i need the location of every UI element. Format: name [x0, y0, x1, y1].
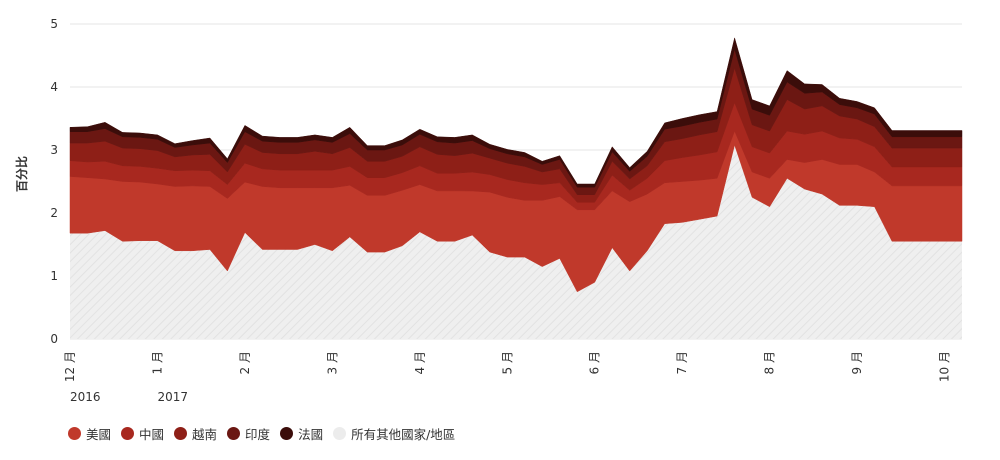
- legend-label: 越南: [192, 427, 218, 442]
- legend-swatch-icon: [227, 427, 241, 440]
- axis-layer: 0 1 2 3 4 5 12 月 2016 1 月 2017 2 月 3 月 4 月 5 月 6 月 7 月 8…: [50, 17, 951, 404]
- legend-swatch-icon: [174, 427, 188, 440]
- x-tick-label: 10 月: [938, 351, 952, 382]
- area-layer: [69, 36, 963, 339]
- y-tick-label: 2: [50, 206, 58, 220]
- legend-label: 所有其他國家/地區: [351, 427, 456, 442]
- legend-label: 中國: [139, 427, 165, 442]
- x-tick-label: 9 月: [850, 351, 864, 374]
- x-tick-label: 7 月: [675, 351, 689, 374]
- x-tick-label: 6 月: [588, 351, 602, 374]
- legend-swatch-icon: [333, 427, 347, 440]
- stacked-area-chart: 0 1 2 3 4 5 12 月 2016 1 月 2017 2 月 3 月 4 月 5 月 6 月 7 月 8…: [14, 17, 963, 404]
- legend-item[interactable]: 中國: [121, 424, 164, 443]
- y-tick-label: 1: [50, 269, 58, 283]
- y-tick-label: 3: [50, 143, 58, 157]
- legend-item[interactable]: 越南: [174, 424, 217, 443]
- y-tick-label: 5: [50, 17, 58, 31]
- x-year-label: 2016: [70, 390, 101, 404]
- area-series-5[interactable]: [69, 36, 963, 188]
- area-series-0[interactable]: [70, 145, 962, 339]
- x-tick-label: 5 月: [500, 351, 514, 374]
- x-tick-label: 8 月: [763, 351, 777, 374]
- legend-label: 美國: [86, 427, 112, 442]
- x-tick-label: 4 月: [413, 351, 427, 374]
- y-tick-label: 4: [50, 80, 58, 94]
- legend-swatch-icon: [68, 427, 81, 440]
- legend-label: 印度: [245, 427, 271, 442]
- legend-item[interactable]: 印度: [227, 424, 270, 443]
- legend-item[interactable]: 法國: [280, 424, 323, 443]
- legend: 美國 中國 越南 印度 法國 所有其他國家/地區: [68, 424, 465, 443]
- y-axis-label: 百分比: [14, 156, 29, 192]
- x-tick-label: 2 月: [238, 351, 252, 374]
- legend-swatch-icon: [121, 427, 135, 440]
- x-tick-label: 12 月: [63, 351, 77, 382]
- legend-item[interactable]: 美國: [68, 424, 111, 443]
- legend-label: 法國: [298, 427, 324, 442]
- y-tick-label: 0: [50, 332, 58, 346]
- x-tick-label: 3 月: [325, 351, 339, 374]
- x-year-label: 2017: [157, 390, 188, 404]
- x-tick-label: 1 月: [150, 351, 164, 374]
- legend-swatch-icon: [280, 427, 294, 440]
- legend-item[interactable]: 所有其他國家/地區: [333, 424, 455, 443]
